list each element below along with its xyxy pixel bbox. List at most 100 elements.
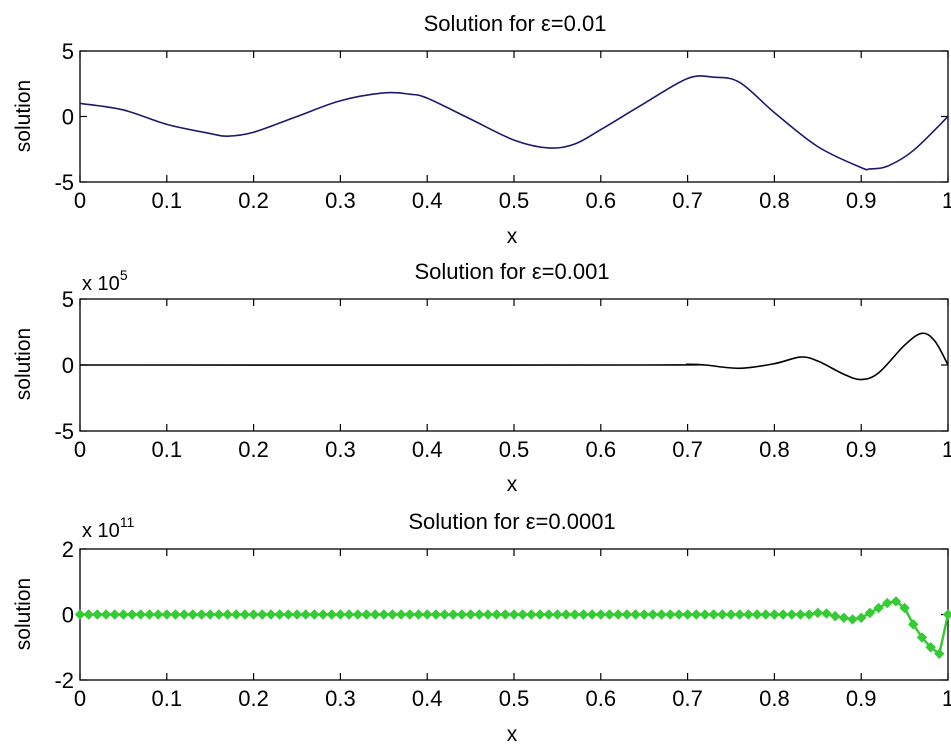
data-point-marker <box>231 609 242 620</box>
x-tick-label: 1 <box>942 686 951 711</box>
data-point-marker <box>508 609 520 620</box>
data-point-marker <box>204 609 216 620</box>
subplot-1-ticks <box>79 50 949 183</box>
subplot-2-y-axis-label: solution <box>12 328 35 400</box>
data-point-marker <box>743 609 754 620</box>
y-tick-label: -2 <box>54 668 74 693</box>
data-point-marker <box>734 609 745 620</box>
data-point-marker <box>387 609 398 620</box>
x-tick-label: 0.7 <box>672 686 703 711</box>
subplot-1-x-tick-labels: 0 0.1 0.2 0.3 0.4 0.5 0.6 0.7 0.8 0.9 1 <box>74 188 951 213</box>
data-point-marker <box>795 609 806 620</box>
data-point-marker <box>161 609 173 620</box>
data-point-marker <box>482 609 494 620</box>
data-point-marker <box>352 609 363 620</box>
subplot-3-x-tick-labels: 0 0.1 0.2 0.3 0.4 0.5 0.6 0.7 0.8 0.9 1 <box>74 686 951 711</box>
data-point-marker <box>526 609 537 620</box>
x-tick-label: 0.5 <box>499 188 530 213</box>
data-point-marker <box>378 609 390 620</box>
subplot-2-series <box>80 332 948 381</box>
data-point-marker <box>83 609 94 620</box>
subplot-3-y-axis-label: solution <box>12 578 35 650</box>
data-point-marker <box>439 609 450 620</box>
data-point-marker <box>335 609 346 620</box>
data-point-marker <box>873 602 884 614</box>
data-point-marker <box>317 609 329 620</box>
subplot-2: x 105 Solution for ε=0.001 0 0.1 0.2 0.3 0.4… <box>12 259 951 496</box>
data-point-marker <box>491 609 502 620</box>
x-tick-label: 1 <box>942 437 951 462</box>
data-point-marker <box>725 609 737 620</box>
data-point-marker <box>126 609 138 620</box>
data-point-marker <box>665 609 676 620</box>
data-point-marker <box>500 609 511 620</box>
data-point-marker <box>864 607 876 619</box>
data-point-marker <box>656 609 667 620</box>
x-tick-label: 0.4 <box>412 686 443 711</box>
data-point-marker <box>934 648 945 660</box>
data-point-marker <box>821 608 832 619</box>
x-tick-label: 0.8 <box>759 686 790 711</box>
data-point-marker <box>326 609 337 620</box>
data-point-marker <box>925 642 936 653</box>
data-point-marker <box>456 609 468 620</box>
y-tick-label: 0 <box>62 603 74 628</box>
x-tick-label: 0 <box>74 188 86 213</box>
data-point-marker <box>673 609 685 620</box>
subplot-1-x-axis-label: x <box>507 225 518 248</box>
x-tick-label: 0.3 <box>325 437 356 462</box>
data-point-marker <box>465 609 476 620</box>
data-point-marker <box>578 609 589 620</box>
data-point-marker <box>395 609 407 620</box>
subplot-3-y-scale-factor: x 1011 <box>82 514 135 542</box>
data-point-marker <box>552 609 563 620</box>
data-point-marker <box>534 609 546 620</box>
subplot-3-series <box>74 596 951 660</box>
data-point-marker <box>109 609 120 620</box>
data-point-marker <box>586 609 598 620</box>
x-tick-label: 0.6 <box>586 188 617 213</box>
data-point-marker <box>118 609 129 620</box>
subplot-2-y-scale-exponent: 5 <box>120 267 128 283</box>
y-tick-label: -5 <box>54 419 74 444</box>
subplot-1-series <box>80 75 948 171</box>
data-point-marker <box>630 609 641 620</box>
data-point-marker <box>283 609 294 620</box>
data-point-marker <box>187 609 199 620</box>
data-point-marker <box>560 609 572 620</box>
data-point-marker <box>647 609 659 620</box>
subplot-2-x-axis-label: x <box>507 473 518 496</box>
data-point-marker <box>222 609 233 620</box>
x-tick-label: 0.7 <box>672 437 703 462</box>
data-point-marker <box>838 612 850 623</box>
y-tick-label: 0 <box>62 353 74 378</box>
data-point-marker <box>691 609 702 620</box>
data-point-marker <box>829 610 841 622</box>
x-tick-label: 0.5 <box>499 686 530 711</box>
data-point-marker <box>248 609 259 620</box>
y-tick-label: -5 <box>54 170 74 195</box>
data-point-marker <box>699 609 711 620</box>
data-point-marker <box>517 609 528 620</box>
subplot-3-x-axis-label: x <box>507 723 518 745</box>
x-tick-label: 0.9 <box>846 686 877 711</box>
data-point-marker <box>152 609 164 620</box>
data-point-marker <box>604 609 615 620</box>
data-point-marker <box>717 609 728 620</box>
subplot-3-title: Solution for ε=0.0001 <box>408 509 615 534</box>
data-point-marker <box>265 609 277 620</box>
subplot-2-ticks <box>79 298 949 432</box>
subplot-1-axes-box <box>79 50 949 183</box>
x-tick-label: 0.8 <box>759 437 790 462</box>
data-point-marker <box>413 609 424 620</box>
subplot-1-y-axis-label: solution <box>12 80 35 152</box>
series-line <box>80 75 948 171</box>
x-tick-label: 0.1 <box>152 437 183 462</box>
data-point-marker <box>213 609 225 620</box>
data-point-marker <box>135 609 146 620</box>
subplot-1-title: Solution for ε=0.01 <box>424 11 607 36</box>
data-point-marker <box>682 609 693 620</box>
data-point-marker <box>543 609 554 620</box>
subplot-2-y-scale-base: x 10 <box>82 273 120 295</box>
data-point-marker <box>178 609 190 620</box>
